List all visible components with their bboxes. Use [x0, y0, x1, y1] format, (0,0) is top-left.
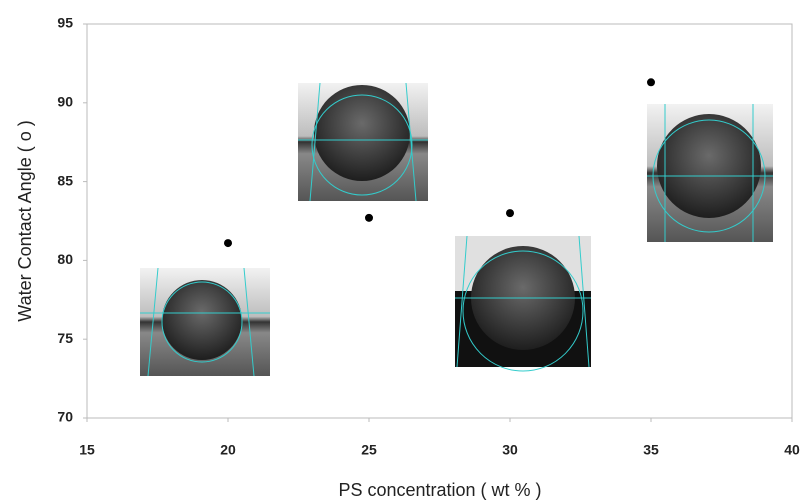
plot-frame: [86, 23, 793, 419]
data-point: [506, 209, 514, 218]
droplet-image: [298, 82, 428, 202]
x-tick-label: 40: [784, 442, 800, 458]
y-tick-label: 80: [57, 251, 73, 267]
x-tick-label: 25: [361, 442, 377, 458]
y-tick-label: 75: [57, 330, 73, 346]
y-tick-label: 90: [57, 94, 73, 110]
droplet-image: [455, 235, 591, 372]
data-point: [647, 78, 655, 87]
droplet-image: [647, 104, 773, 242]
y-tick-label: 70: [57, 409, 73, 425]
y-axis-title: Water Contact Angle ( o ): [15, 120, 35, 321]
y-tick-label: 85: [57, 172, 73, 188]
droplet-image: [140, 267, 270, 377]
x-tick-label: 30: [502, 442, 518, 458]
x-tick-label: 20: [220, 442, 236, 458]
x-tick-label: 15: [79, 442, 95, 458]
y-tick-label: 95: [57, 15, 73, 31]
data-point: [224, 239, 232, 248]
data-point: [365, 213, 373, 222]
x-tick-label: 35: [643, 442, 659, 458]
x-axis-title: PS concentration ( wt % ): [338, 480, 541, 500]
